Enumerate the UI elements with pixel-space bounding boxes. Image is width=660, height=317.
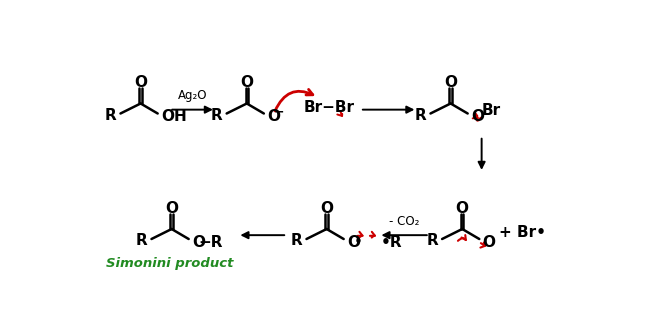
Text: R: R	[415, 107, 426, 123]
FancyArrowPatch shape	[337, 111, 343, 116]
Text: R: R	[291, 233, 302, 248]
Text: O: O	[456, 201, 469, 216]
Text: O: O	[267, 109, 280, 124]
FancyArrowPatch shape	[370, 232, 375, 237]
Text: •: •	[354, 235, 362, 249]
Text: R: R	[105, 107, 117, 123]
Text: Simonini product: Simonini product	[106, 257, 233, 270]
FancyArrowPatch shape	[473, 114, 478, 118]
Text: −: −	[274, 106, 284, 119]
FancyArrowPatch shape	[458, 235, 466, 241]
Text: O: O	[240, 75, 253, 90]
Text: −R: −R	[199, 235, 223, 249]
Text: OH: OH	[161, 109, 187, 124]
Text: O: O	[471, 109, 484, 124]
Text: Br−Br: Br−Br	[304, 100, 354, 115]
Text: Br: Br	[482, 103, 501, 118]
Text: O: O	[346, 235, 360, 249]
FancyArrowPatch shape	[480, 243, 485, 248]
Text: R: R	[426, 233, 438, 248]
Text: O: O	[320, 201, 333, 216]
Text: O: O	[165, 201, 178, 216]
Text: O: O	[444, 75, 457, 90]
Text: - CO₂: - CO₂	[389, 215, 419, 228]
FancyArrowPatch shape	[477, 115, 481, 120]
Text: •R: •R	[381, 235, 403, 249]
FancyArrowPatch shape	[358, 232, 362, 237]
Text: Ag₂O: Ag₂O	[178, 89, 207, 102]
Text: + Br•: + Br•	[500, 225, 546, 240]
Text: O: O	[482, 235, 496, 249]
Text: R: R	[211, 107, 223, 123]
Text: O: O	[192, 235, 205, 249]
Text: O: O	[134, 75, 147, 90]
Text: R: R	[136, 233, 148, 248]
FancyArrowPatch shape	[275, 89, 313, 111]
